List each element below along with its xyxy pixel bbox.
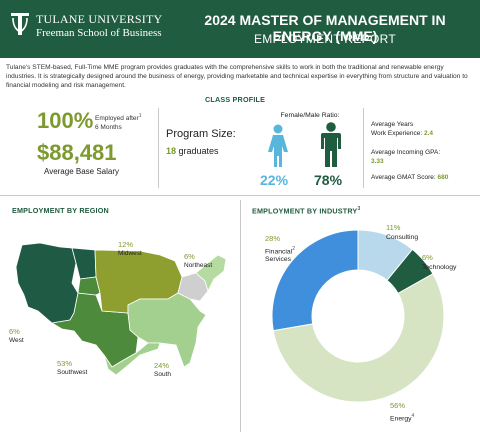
university-name: TULANE UNIVERSITY xyxy=(36,12,163,26)
program-size-value: 18 graduates xyxy=(166,146,219,156)
gmat-value: 680 xyxy=(437,174,449,181)
industry-donut-chart xyxy=(271,229,445,403)
industry-pct: 56% xyxy=(390,401,406,410)
industry-name: Technology xyxy=(422,263,457,271)
map-southwest xyxy=(50,292,139,368)
industry-name: Consulting xyxy=(386,233,419,241)
female-icon xyxy=(268,124,288,167)
work-experience-stat: Average Years Work Experience: 2.4 xyxy=(371,120,433,138)
donut-slice-energy xyxy=(272,273,445,403)
divider xyxy=(363,108,364,188)
program-size-label: Program Size: xyxy=(166,128,236,140)
male-percentage: 78% xyxy=(314,172,343,188)
intro-paragraph: Tulane's STEM-based, Full-Time MME progr… xyxy=(6,64,468,89)
industry-name: Energy xyxy=(390,414,412,422)
footnote-mark: 2 xyxy=(292,245,295,252)
region-name: Southwest xyxy=(57,369,88,376)
section-divider xyxy=(240,200,241,432)
industry-name-line1: Financial xyxy=(265,247,293,255)
industry-name-line2: Services xyxy=(265,256,292,264)
work-experience-label-2: Work Experience: xyxy=(371,130,423,137)
report-header: TULANE UNIVERSITY Freeman School of Busi… xyxy=(0,0,480,58)
gmat-stat: Average GMAT Score: 680 xyxy=(371,173,448,182)
gpa-stat: Average Incoming GPA: 3.33 xyxy=(371,148,440,166)
employed-label: Employed after xyxy=(95,115,139,123)
region-label-midwest: 12% Midwest xyxy=(118,241,142,258)
region-pct: 24% xyxy=(154,361,170,370)
industry-pct: 28% xyxy=(265,234,281,243)
class-profile-heading: CLASS PROFILE xyxy=(205,95,266,104)
tulane-logo-icon xyxy=(11,13,29,35)
region-label-northeast: 6% Northeast xyxy=(184,253,212,270)
male-icon xyxy=(321,122,341,167)
gmat-label: Average GMAT Score: xyxy=(371,174,436,181)
gender-ratio-label: Female/Male Ratio: xyxy=(280,112,340,119)
region-pct: 53% xyxy=(57,359,73,368)
region-label-southwest: 53% Southwest xyxy=(57,360,87,377)
work-experience-label-1: Average Years xyxy=(371,121,414,128)
footnote-mark: 4 xyxy=(411,412,415,419)
industry-label-technology: 6% Technology xyxy=(422,253,457,272)
section-divider xyxy=(0,195,480,196)
employed-percentage: 100% xyxy=(37,108,94,133)
region-pct: 6% xyxy=(184,252,195,261)
employed-months: 6 Months xyxy=(95,124,122,132)
region-name: Northeast xyxy=(184,262,213,269)
industry-label-financial: 28% Financial2 Services xyxy=(265,234,295,265)
region-pct: 6% xyxy=(9,327,20,336)
program-size-unit: graduates xyxy=(178,146,219,156)
region-name: Midwest xyxy=(118,250,142,257)
employed-note: Employed after1 6 Months xyxy=(95,112,142,132)
female-percentage: 22% xyxy=(260,172,289,188)
region-name: South xyxy=(154,371,171,378)
region-label-south: 24% South xyxy=(154,362,171,379)
industry-heading: EMPLOYMENT BY INDUSTRY3 xyxy=(252,206,360,215)
work-experience-value: 2.4 xyxy=(424,130,434,137)
map-south xyxy=(127,292,207,368)
region-name: West xyxy=(9,337,24,344)
report-title: 2024 MASTER OF MANAGEMENT IN ENERGY (MME… xyxy=(204,12,446,44)
region-heading: EMPLOYMENT BY REGION xyxy=(12,206,109,215)
industry-label-consulting: 11% Consulting xyxy=(386,223,419,242)
divider xyxy=(158,108,159,188)
us-map xyxy=(15,242,227,376)
region-label-west: 6% West xyxy=(9,328,24,345)
industry-heading-text: EMPLOYMENT BY INDUSTRY xyxy=(252,206,358,216)
average-salary: $88,481 xyxy=(37,140,117,165)
donut-slice-financial-services xyxy=(271,229,359,332)
region-pct: 12% xyxy=(118,240,134,249)
program-size-count: 18 xyxy=(166,146,177,156)
gpa-label: Average Incoming GPA: xyxy=(371,149,441,156)
map-northeast xyxy=(195,254,227,293)
school-name: Freeman School of Business xyxy=(36,27,162,39)
industry-pct: 6% xyxy=(422,253,433,262)
map-west xyxy=(15,242,79,324)
footnote-mark: 1 xyxy=(138,113,142,119)
map-south-gulf xyxy=(103,342,161,376)
map-mountain xyxy=(77,276,101,296)
industry-pct: 11% xyxy=(386,223,401,232)
salary-label: Average Base Salary xyxy=(44,167,120,176)
gpa-value: 3.33 xyxy=(371,158,384,165)
industry-label-energy: 56% Energy4 xyxy=(390,401,415,423)
report-subtitle: EMPLOYMENT REPORT xyxy=(253,32,397,46)
footnote-mark: 3 xyxy=(357,206,361,212)
